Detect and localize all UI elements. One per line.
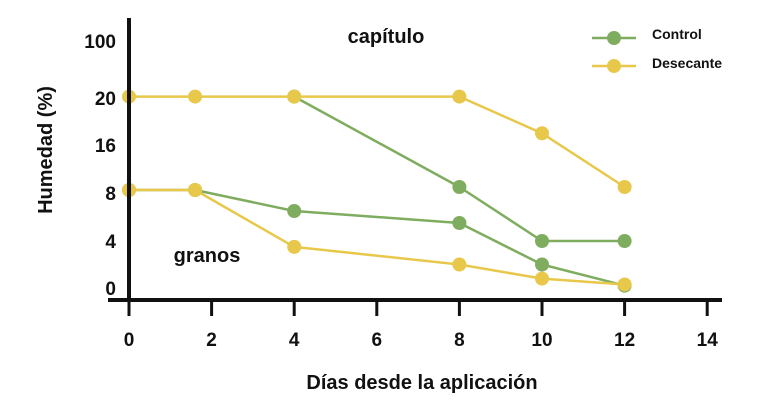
axes: [108, 18, 722, 316]
x-tick-label: 0: [124, 330, 135, 351]
series-line: [293, 95, 625, 243]
y-tick-label: 0: [105, 279, 116, 300]
data-point: [617, 180, 632, 194]
data-point: [617, 234, 632, 248]
series-line: [129, 95, 626, 189]
x-tick-label: 8: [454, 330, 465, 351]
series-line: [129, 188, 625, 286]
legend: Control Desecante: [592, 26, 722, 73]
data-point: [452, 257, 467, 272]
data-point: [188, 89, 203, 104]
y-tick-label: 100: [84, 32, 116, 53]
annotation-capitulo: capítulo: [348, 26, 425, 48]
y-tick-label: 16: [95, 136, 116, 157]
y-tick-label: 8: [105, 184, 116, 205]
x-tick-label: 4: [289, 330, 300, 351]
x-tick-label: 6: [372, 330, 383, 351]
legend-item-control: Control: [592, 26, 702, 45]
data-point: [452, 180, 467, 194]
data-point: [188, 183, 203, 197]
data-point: [535, 271, 549, 286]
data-point: [287, 239, 302, 254]
x-axis-title: Días desde la aplicación: [306, 372, 537, 394]
legend-label-control: Control: [652, 26, 702, 42]
data-point: [287, 204, 302, 218]
annotation-granos: granos: [174, 245, 241, 267]
x-tick-label: 12: [614, 330, 635, 351]
data-point: [535, 234, 549, 248]
data-point: [617, 277, 632, 292]
data-point: [535, 126, 549, 141]
legend-label-desecante: Desecante: [652, 55, 722, 71]
y-axis-title: Humedad (%): [35, 86, 57, 214]
tick-labels: 0 2 4 6 8 10 12 14 0 4 8 16 20 100: [84, 32, 718, 351]
series-layer: [122, 89, 632, 293]
series-line: [129, 188, 625, 287]
legend-marker: [607, 31, 621, 45]
x-tick-label: 10: [531, 330, 552, 351]
legend-item-desecante: Desecante: [592, 55, 722, 73]
legend-marker: [607, 59, 621, 73]
x-tick-label: 14: [697, 330, 719, 351]
data-point: [287, 89, 302, 104]
y-tick-label: 20: [95, 89, 116, 110]
series-desecante: [122, 89, 632, 292]
data-point: [452, 216, 467, 230]
data-point: [535, 257, 549, 272]
y-tick-label: 4: [105, 232, 116, 253]
data-point: [452, 89, 467, 104]
x-tick-label: 2: [206, 330, 217, 351]
